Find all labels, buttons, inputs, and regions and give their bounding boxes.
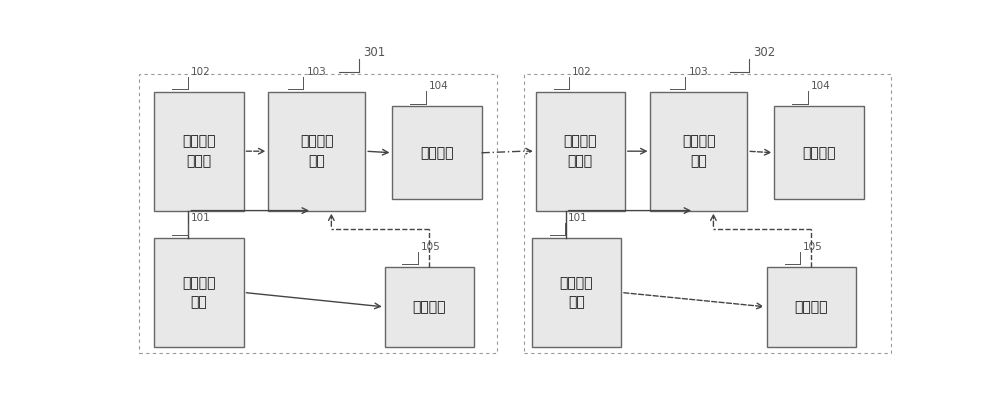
Bar (392, 106, 482, 199)
Text: 显示模块: 显示模块 (420, 146, 454, 160)
Text: 显示模块: 显示模块 (802, 146, 836, 160)
Text: 301: 301 (363, 46, 385, 59)
Text: 102: 102 (191, 67, 211, 77)
Bar (650, 92, 747, 211)
Text: 参数输入
模块: 参数输入 模块 (560, 276, 593, 309)
Text: 104: 104 (429, 81, 449, 91)
Text: 105: 105 (803, 242, 823, 252)
Text: 104: 104 (811, 81, 831, 91)
Text: 101: 101 (568, 213, 588, 223)
Bar (767, 267, 856, 347)
Text: 识别码获
取模块: 识别码获 取模块 (564, 134, 597, 168)
Text: 302: 302 (753, 46, 775, 59)
Text: 102: 102 (572, 67, 592, 77)
Bar (774, 106, 864, 199)
Text: 103: 103 (688, 67, 708, 77)
Text: 参数输入
模块: 参数输入 模块 (182, 276, 216, 309)
Text: 101: 101 (191, 213, 211, 223)
Text: 识别码获
取模块: 识别码获 取模块 (182, 134, 216, 168)
Bar (268, 92, 365, 211)
Bar (139, 74, 497, 354)
Bar (154, 238, 244, 347)
Text: 103: 103 (306, 67, 326, 77)
Bar (532, 238, 621, 347)
Bar (154, 92, 244, 211)
Bar (524, 74, 891, 354)
Bar (385, 267, 474, 347)
Text: 105: 105 (421, 242, 441, 252)
Text: 参数匹配
模块: 参数匹配 模块 (300, 134, 334, 168)
Text: 设置模块: 设置模块 (795, 300, 828, 314)
Text: 参数匹配
模块: 参数匹配 模块 (682, 134, 716, 168)
Text: 设置模块: 设置模块 (412, 300, 446, 314)
Bar (536, 92, 625, 211)
